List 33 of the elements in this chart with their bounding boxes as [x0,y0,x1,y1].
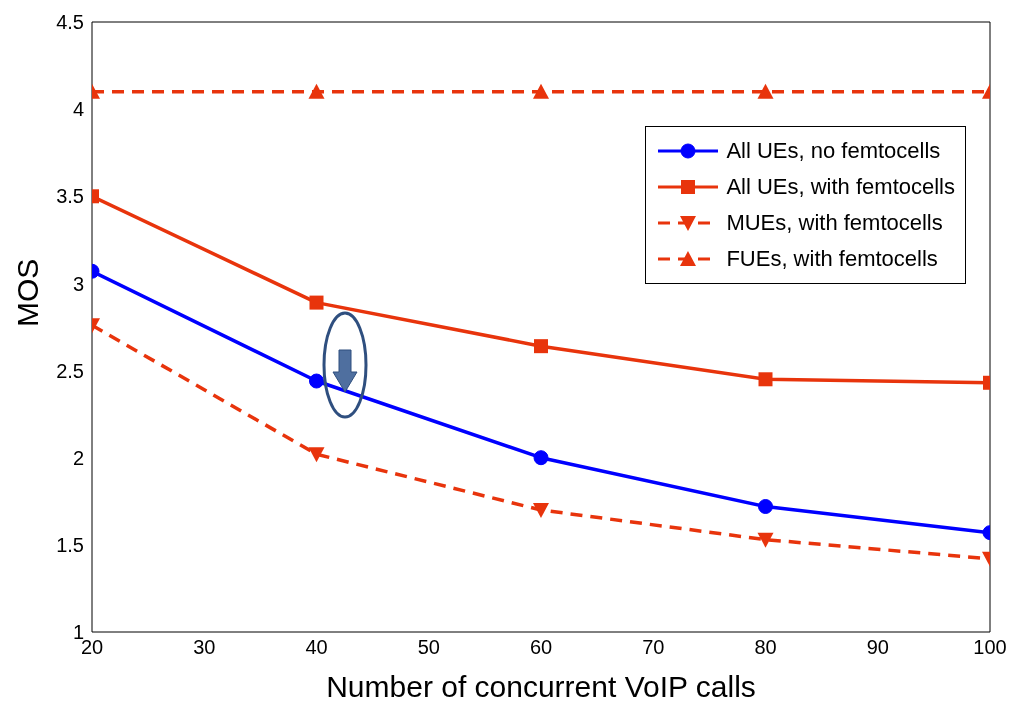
legend-label: All UEs, no femtocells [726,138,941,164]
x-tick-label: 30 [193,636,216,659]
point [757,532,774,548]
point [757,83,774,99]
point [758,499,773,515]
point [309,295,324,310]
x-tick-label: 90 [866,636,889,659]
point [533,450,549,466]
y-tick-label: 4.5 [56,11,84,34]
legend-label: FUEs, with femtocells [726,246,938,272]
point [533,83,549,99]
x-axis-title: Number of concurrent VoIP calls [326,670,756,703]
x-tick-label: 50 [417,636,440,659]
point [308,83,325,99]
point [758,372,773,387]
x-tick-label: 80 [754,636,777,659]
y-tick-label: 1.5 [56,533,84,556]
y-tick-label: 2.5 [56,359,84,382]
y-tick-label: 3.5 [56,185,84,208]
x-tick-label: 70 [642,636,665,659]
x-tick-label: 100 [973,636,1007,659]
y-tick-label: 4 [72,98,84,121]
point [308,447,325,463]
point [309,373,324,389]
point [533,503,549,518]
y-tick-label: 2 [72,446,84,469]
x-tick-label: 60 [529,636,553,659]
x-tick-label: 40 [305,636,328,659]
y-tick-label: 3 [72,272,84,295]
y-axis-title: MOS [10,258,44,327]
point [534,339,548,354]
legend-label: All UEs, with femtocells [726,174,955,200]
legend-label: MUEs, with femtocells [726,210,943,236]
